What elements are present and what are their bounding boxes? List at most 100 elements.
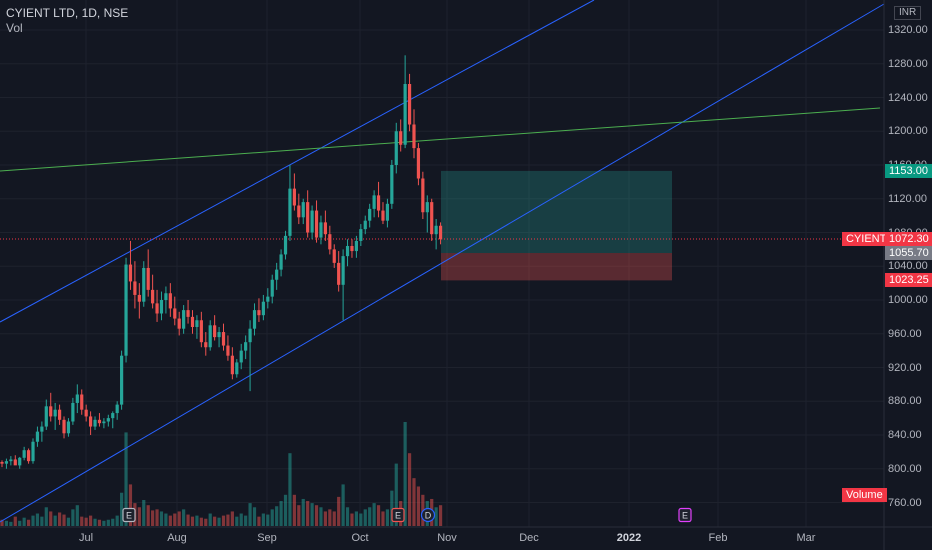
time-tick-label: Mar [796, 532, 816, 544]
event-marker-label: E [682, 511, 688, 521]
candle-body-77 [341, 256, 345, 285]
candle-body-59 [261, 301, 265, 316]
candle-body-65 [288, 188, 292, 236]
event-marker-earnings[interactable]: E [391, 507, 405, 523]
candle-body-71 [314, 210, 319, 238]
time-tick-label: 2022 [616, 532, 642, 544]
volume-bar-94 [416, 486, 421, 526]
candle-body-83 [368, 208, 372, 221]
time-tick-label: Jul [78, 532, 94, 544]
volume-bar-87 [385, 509, 390, 526]
profit-zone[interactable] [441, 170, 672, 254]
candle-body-20 [89, 416, 93, 427]
volume-bar-78 [345, 507, 350, 526]
candle-body-45 [199, 320, 203, 343]
grid-lines [0, 0, 884, 527]
candle-body-91 [403, 84, 407, 145]
candle-body-9 [40, 426, 44, 432]
event-marker-dividend[interactable]: D [420, 507, 436, 523]
symbol-title[interactable]: CYIENT LTD, 1D, NSE [6, 6, 129, 20]
volume-bar-43 [190, 516, 195, 526]
volume-bar-12 [53, 515, 57, 526]
candle-body-86 [381, 210, 385, 221]
candle-body-89 [394, 131, 398, 165]
candle-body-38 [168, 293, 172, 309]
time-tick-label: Aug [167, 532, 187, 544]
candle-body-92 [407, 84, 412, 125]
volume-bar-11 [49, 511, 53, 526]
volume-bar-54 [239, 513, 243, 526]
time-tick-label: Oct [351, 532, 369, 544]
candle-body-33 [146, 267, 150, 290]
candle-body-24 [106, 418, 110, 422]
price-tick-label: 1280.00 [888, 57, 928, 70]
volume-bar-80 [354, 511, 358, 526]
candle-body-87 [385, 203, 390, 221]
candle-body-56 [248, 328, 252, 343]
symbol-price-tag: CYIENT [842, 231, 891, 246]
earnings-marker-box [678, 507, 692, 523]
volume-indicator-label[interactable]: Vol [6, 21, 23, 35]
channel-upper-line[interactable] [0, 0, 595, 323]
candle-body-15 [66, 421, 71, 434]
candle-body-3 [13, 459, 17, 466]
candle-body-11 [49, 406, 53, 417]
price-tick-label: 1320.00 [888, 24, 928, 36]
volume-bar-81 [359, 513, 363, 526]
volume-bar-79 [350, 513, 354, 526]
channel-lower-line[interactable] [0, 3, 885, 523]
volume-bar-71 [314, 505, 319, 526]
candle-body-63 [279, 254, 283, 270]
candle-body-58 [257, 310, 261, 316]
drawn-trendlines[interactable] [0, 0, 885, 523]
horizontal-trendline[interactable] [0, 107, 881, 172]
volume-bar-14 [62, 514, 66, 526]
candle-body-25 [111, 413, 115, 419]
event-marker-earnings-upcoming[interactable]: E [678, 507, 692, 523]
price-candles [0, 55, 443, 469]
volume-bar-33 [146, 505, 150, 526]
price-tick-label: 840.00 [888, 429, 922, 441]
event-marker-earnings[interactable]: E [122, 507, 136, 523]
candle-body-70 [310, 210, 314, 233]
currency-label[interactable]: INR [894, 6, 922, 20]
candle-body-22 [97, 419, 102, 424]
candle-body-7 [31, 441, 35, 462]
volume-bar-59 [261, 513, 265, 526]
candle-body-82 [363, 220, 367, 230]
volume-bar-1 [4, 520, 9, 526]
long-position-tool[interactable] [441, 170, 672, 281]
earnings-marker-box [391, 507, 405, 523]
candle-body-61 [270, 279, 274, 297]
candle-body-78 [345, 246, 350, 257]
price-tick-label: 1000.00 [888, 294, 928, 306]
candle-body-41 [182, 310, 186, 329]
candle-body-49 [217, 332, 221, 338]
volume-bar-50 [221, 515, 226, 526]
volume-bar-38 [168, 515, 172, 526]
candle-body-79 [350, 246, 354, 252]
candle-body-74 [328, 234, 332, 250]
volume-bar-0 [0, 519, 4, 526]
volume-bar-45 [199, 517, 203, 526]
candle-body-6 [26, 450, 31, 462]
volume-bar-72 [319, 507, 323, 526]
volume-bar-32 [142, 500, 146, 526]
time-tick-label: Nov [437, 532, 457, 544]
candle-body-39 [173, 308, 177, 319]
candle-body-66 [292, 188, 296, 206]
stop-price-tag: 1023.25 [885, 273, 932, 288]
candle-body-98 [434, 225, 438, 235]
price-tick-label: 880.00 [888, 395, 922, 408]
candle-body-35 [155, 303, 159, 314]
loss-zone[interactable] [441, 253, 672, 281]
candle-body-31 [137, 294, 141, 302]
volume-bar-9 [40, 516, 44, 526]
volume-bar-91 [403, 422, 407, 526]
price-tick-label: 1040.00 [888, 260, 928, 273]
candle-body-93 [412, 124, 416, 149]
candle-body-94 [416, 148, 421, 179]
